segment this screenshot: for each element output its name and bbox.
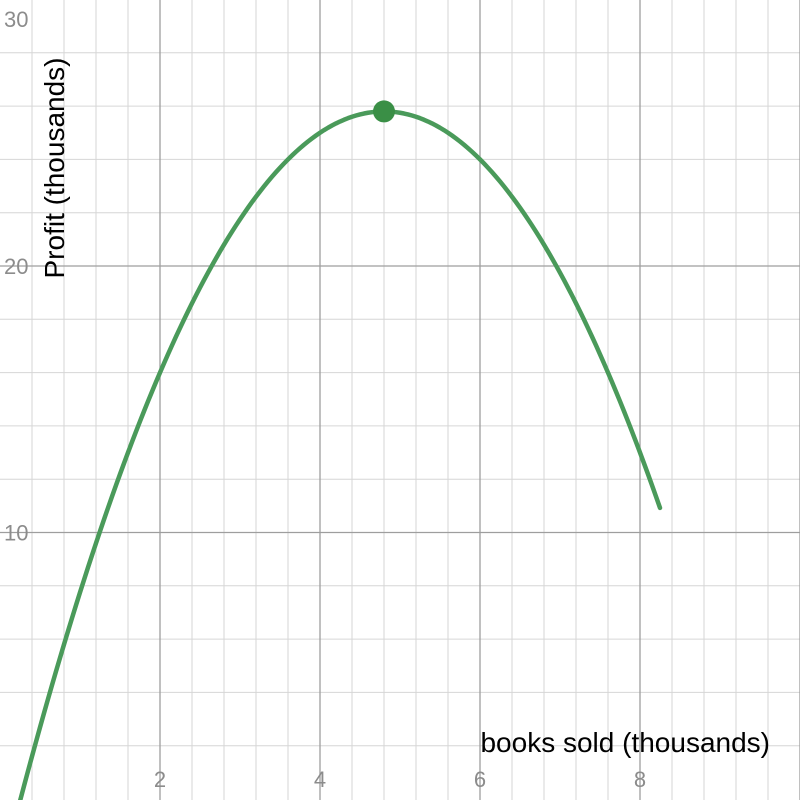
x-tick-label: 6 bbox=[474, 767, 486, 792]
y-axis-title: Profit (thousands) bbox=[39, 58, 70, 279]
series-line-profit bbox=[17, 109, 663, 800]
max-point-marker bbox=[373, 100, 395, 123]
tick-labels: 2 4 6 8 10 20 30 bbox=[4, 7, 646, 792]
y-tick-label: 30 bbox=[4, 7, 28, 32]
curve-layer bbox=[17, 100, 663, 800]
x-tick-label: 8 bbox=[634, 767, 646, 792]
x-axis-title: books sold (thousands) bbox=[480, 727, 770, 758]
x-tick-label: 2 bbox=[154, 767, 166, 792]
y-tick-label: 10 bbox=[4, 521, 28, 546]
x-tick-label: 4 bbox=[314, 767, 326, 792]
y-tick-label: 20 bbox=[4, 254, 28, 279]
